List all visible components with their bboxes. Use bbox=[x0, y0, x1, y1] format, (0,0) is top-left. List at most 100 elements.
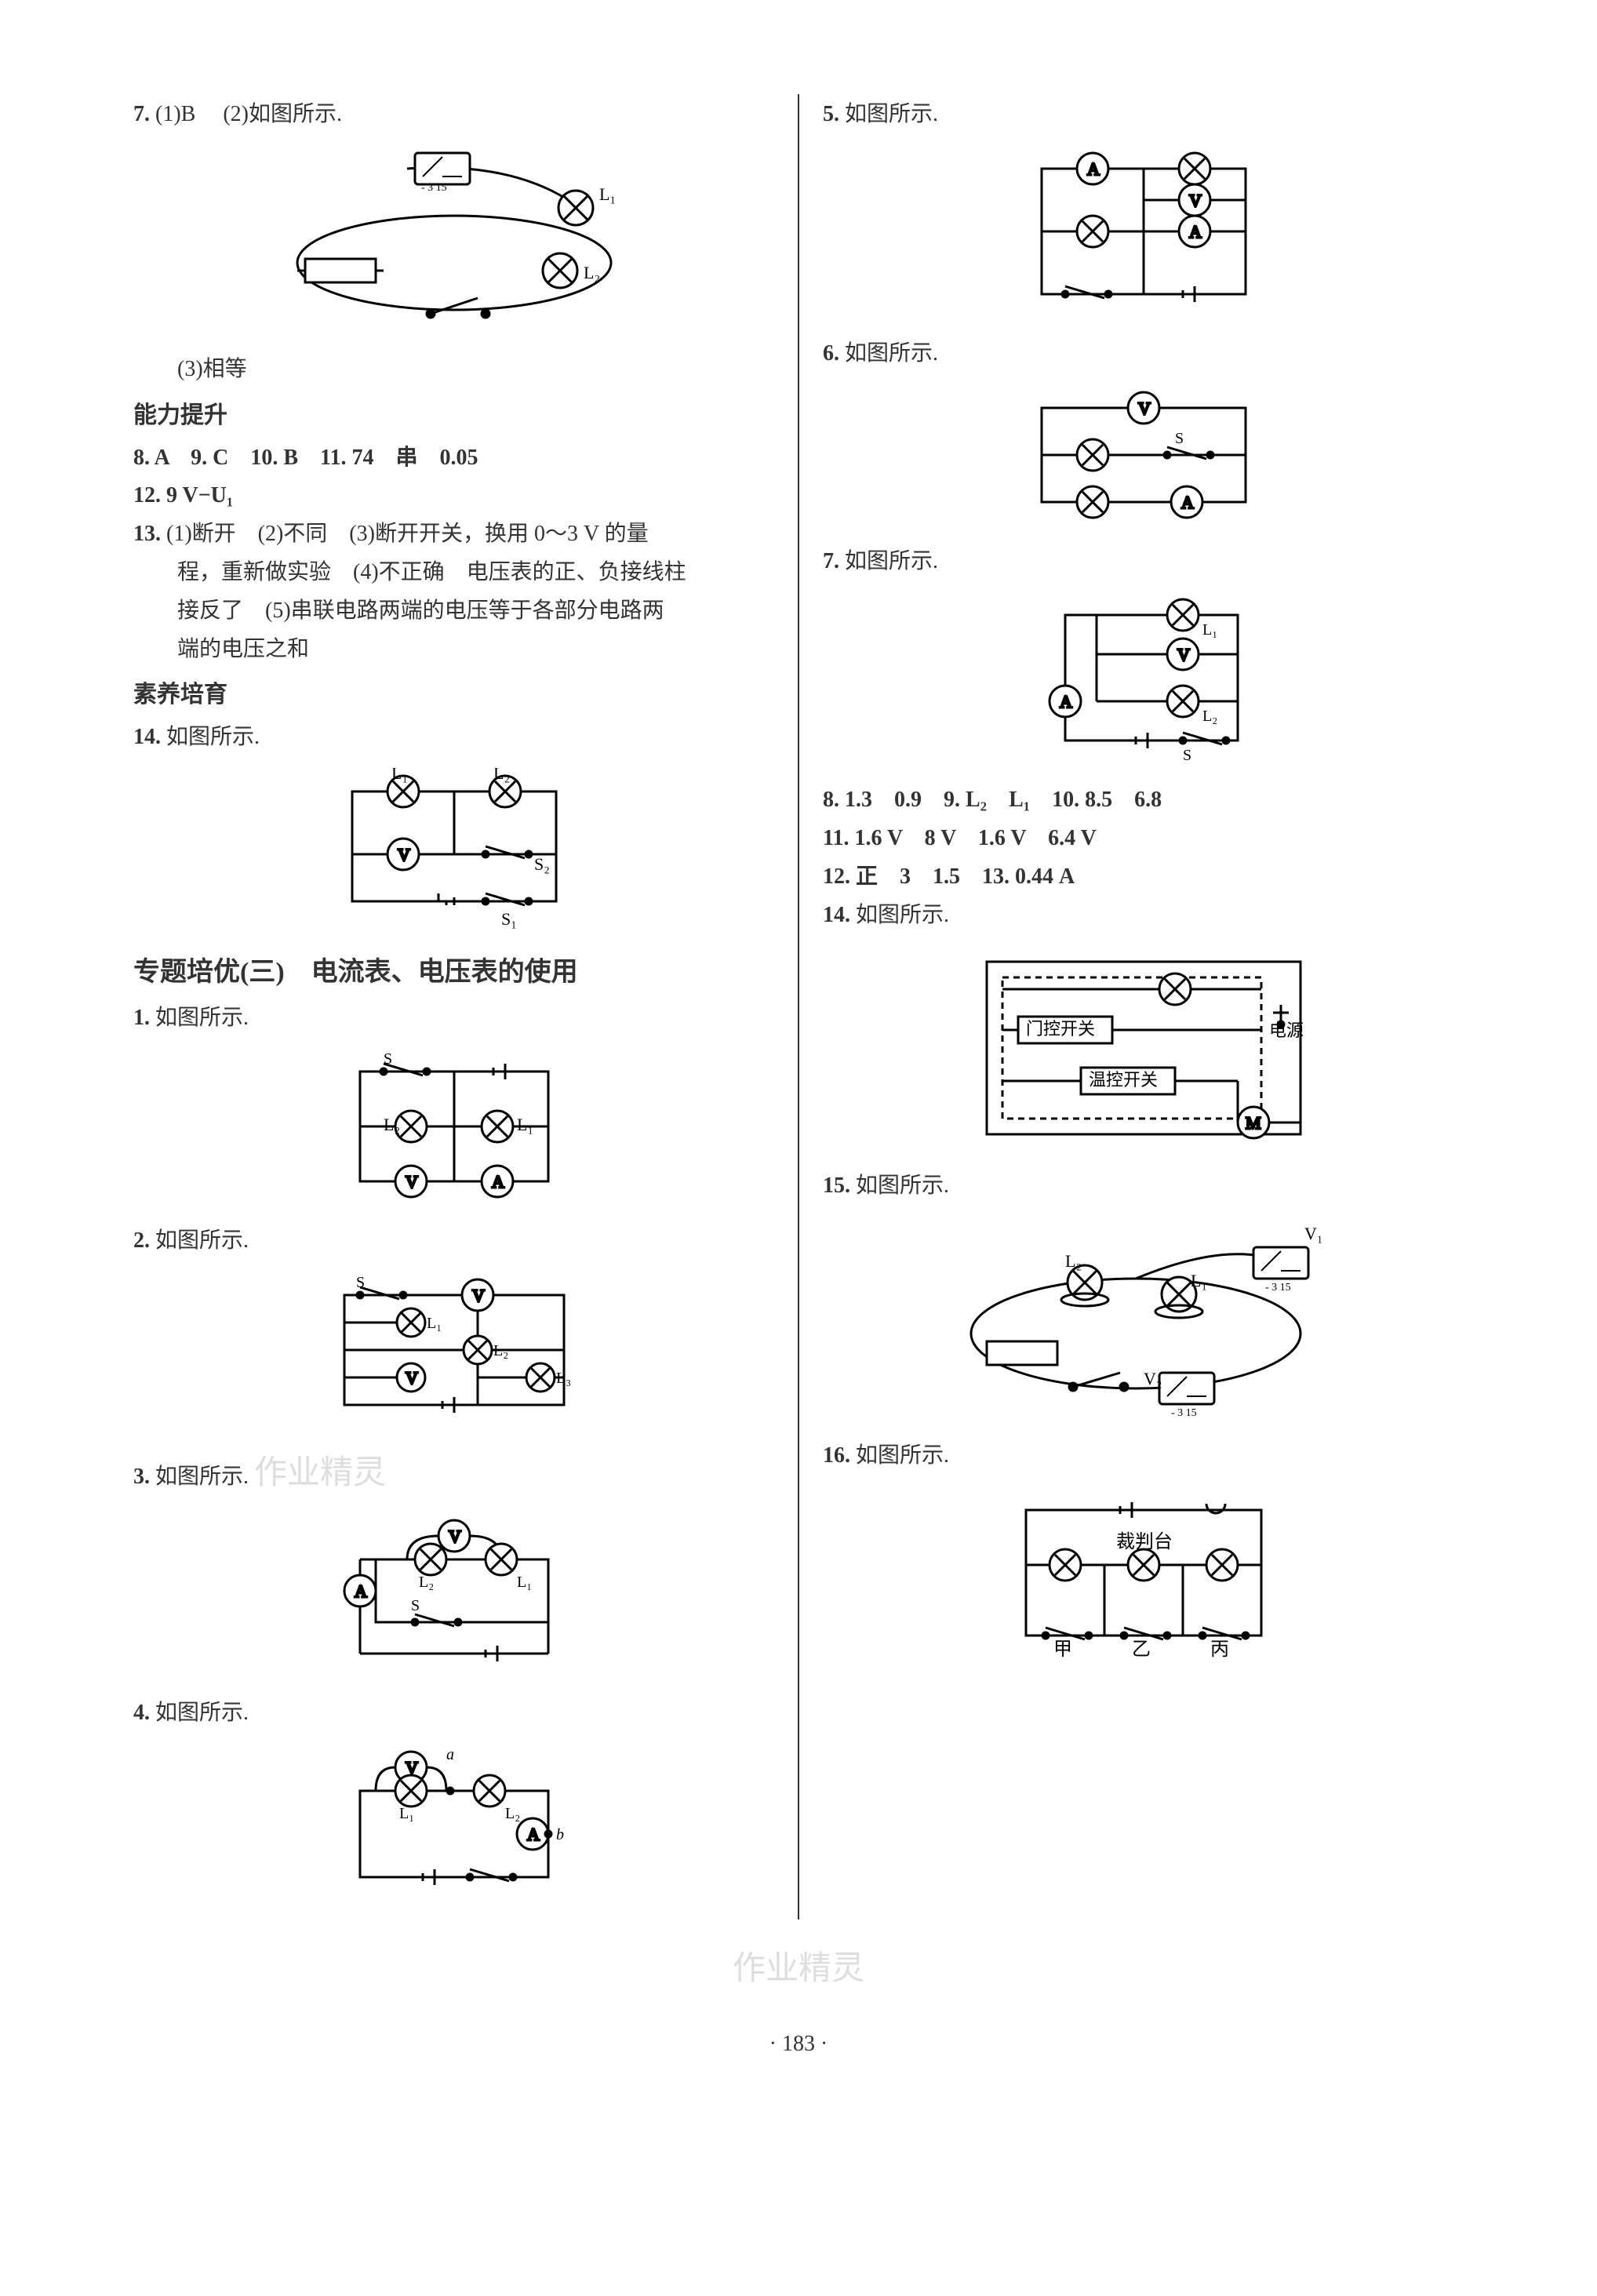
svg-text:V: V bbox=[406, 1172, 418, 1192]
rq7-diagram: V A L₁ L₂ S bbox=[823, 591, 1464, 764]
svg-text:A: A bbox=[1189, 222, 1202, 242]
rq8-10: 8. 1.3 0.9 9. L₂ L₁ 10. 8.5 6.8 bbox=[823, 783, 1464, 818]
cultivate-title: 素养培育 bbox=[133, 676, 774, 714]
rq11: 11. 1.6 V 8 V 1.6 V 6.4 V bbox=[823, 821, 1464, 857]
svg-text:L₁: L₁ bbox=[427, 1315, 442, 1332]
rq7-line: 7. 如图所示. bbox=[823, 544, 1464, 580]
rq12-13: 12. 正 3 1.5 13. 0.44 A bbox=[823, 860, 1464, 895]
svg-text:L₂: L₂ bbox=[419, 1574, 434, 1591]
svg-text:b: b bbox=[556, 1826, 564, 1843]
q7-part2: (2)如图所示. bbox=[223, 102, 342, 126]
svg-text:M: M bbox=[1246, 1113, 1261, 1133]
svg-text:V₂: V₂ bbox=[1144, 1369, 1162, 1388]
q14-num: 14. bbox=[133, 725, 161, 749]
svg-text:L₂: L₂ bbox=[384, 1115, 400, 1134]
svg-text:L₂: L₂ bbox=[493, 1342, 508, 1359]
rq15-num: 15. bbox=[823, 1173, 850, 1198]
tq4-line: 4. 如图所示. bbox=[133, 1696, 774, 1731]
rq14-line: 14. 如图所示. bbox=[823, 898, 1464, 933]
tq2-num: 2. bbox=[133, 1228, 150, 1253]
left-column: 7. (1)B (2)如图所示. bbox=[110, 94, 799, 1919]
svg-text:V: V bbox=[398, 845, 410, 864]
svg-text:L₂: L₂ bbox=[505, 1805, 520, 1822]
q13-text1: (1)断开 (2)不同 (3)断开开关，换用 0～3 V 的量 bbox=[166, 522, 649, 546]
svg-text:S₂: S₂ bbox=[534, 854, 550, 874]
q13-l1: 13. (1)断开 (2)不同 (3)断开开关，换用 0～3 V 的量 bbox=[133, 517, 774, 552]
svg-text:L₁: L₁ bbox=[1191, 1271, 1207, 1290]
svg-text:S: S bbox=[411, 1597, 420, 1614]
rq16-line: 16. 如图所示. bbox=[823, 1439, 1464, 1474]
tq3-text: 如图所示. bbox=[155, 1465, 249, 1489]
rq5-text: 如图所示. bbox=[845, 102, 938, 126]
tq1-num: 1. bbox=[133, 1006, 150, 1030]
topic-title: 专题培优(三) 电流表、电压表的使用 bbox=[133, 952, 774, 994]
svg-text:L₂: L₂ bbox=[1202, 708, 1217, 725]
q13-l3: 接反了 (5)串联电路两端的电压等于各部分电路两 bbox=[133, 594, 774, 629]
svg-text:A: A bbox=[527, 1825, 540, 1844]
svg-text:S₁: S₁ bbox=[501, 909, 517, 929]
svg-text:S: S bbox=[1183, 747, 1191, 764]
svg-text:甲: 甲 bbox=[1053, 1639, 1072, 1659]
svg-text:S: S bbox=[356, 1274, 365, 1291]
q7-part3: (3)相等 bbox=[133, 352, 774, 388]
svg-text:L₁: L₁ bbox=[399, 1805, 414, 1822]
rq6-diagram: V A S bbox=[823, 384, 1464, 526]
tq3-line: 3. 如图所示. 作业精灵 bbox=[133, 1447, 774, 1500]
q14-line: 14. 如图所示. bbox=[133, 720, 774, 755]
ability-title: 能力提升 bbox=[133, 397, 774, 435]
svg-text:L₂: L₂ bbox=[493, 768, 510, 783]
rq5-num: 5. bbox=[823, 102, 839, 126]
svg-text:L₁: L₁ bbox=[517, 1115, 533, 1134]
svg-text:A: A bbox=[355, 1581, 367, 1601]
rq16-num: 16. bbox=[823, 1443, 850, 1468]
svg-text:V: V bbox=[449, 1526, 461, 1546]
tq1-diagram: V A S L₂ L₁ bbox=[133, 1048, 774, 1205]
tq2-line: 2. 如图所示. bbox=[133, 1224, 774, 1259]
rq5-diagram: A V A bbox=[823, 145, 1464, 318]
rq16-diagram: 裁判台 甲 乙 丙 bbox=[823, 1486, 1464, 1659]
q7-diagram: L₁ L₂ - 3 15 bbox=[133, 145, 774, 333]
rq5-line: 5. 如图所示. bbox=[823, 97, 1464, 133]
q13-num: 13. bbox=[133, 522, 161, 546]
rq15-line: 15. 如图所示. bbox=[823, 1169, 1464, 1204]
page-content: 7. (1)B (2)如图所示. bbox=[110, 94, 1487, 1919]
q14-diagram: V L₁ L₂ S₂ S₁ bbox=[133, 768, 774, 933]
svg-text:A: A bbox=[1181, 493, 1194, 512]
svg-text:A: A bbox=[1087, 159, 1100, 179]
q12: 12. 9 V−U₁ bbox=[133, 478, 774, 514]
svg-text:门控开关: 门控开关 bbox=[1026, 1019, 1095, 1039]
svg-text:V: V bbox=[472, 1286, 485, 1305]
page-number: · 183 · bbox=[110, 2027, 1487, 2062]
tq4-num: 4. bbox=[133, 1701, 150, 1725]
svg-text:- 3 15: - 3 15 bbox=[421, 182, 447, 194]
svg-text:L₂: L₂ bbox=[1065, 1251, 1082, 1271]
tq3-diagram: V A L₂ L₁ S bbox=[133, 1512, 774, 1677]
rq6-num: 6. bbox=[823, 341, 839, 366]
rq15-text: 如图所示. bbox=[856, 1173, 949, 1198]
svg-text:L₁: L₁ bbox=[391, 768, 408, 783]
rq6-line: 6. 如图所示. bbox=[823, 337, 1464, 372]
svg-text:V: V bbox=[1177, 645, 1190, 664]
svg-text:A: A bbox=[1060, 692, 1072, 711]
rq15-diagram: L₂ L₁ V₁ V₂ - 3 15 - 3 15 bbox=[823, 1216, 1464, 1420]
right-column: 5. 如图所示. A V A 6. bbox=[799, 94, 1487, 1919]
rq14-num: 14. bbox=[823, 903, 850, 927]
tq3-num: 3. bbox=[133, 1465, 150, 1489]
svg-text:- 3 15: - 3 15 bbox=[1265, 1282, 1291, 1294]
svg-text:L₁: L₁ bbox=[1202, 621, 1217, 639]
tq4-text: 如图所示. bbox=[155, 1701, 249, 1725]
q13-l2: 程，重新做实验 (4)不正确 电压表的正、负接线柱 bbox=[133, 555, 774, 591]
svg-text:V₁: V₁ bbox=[1304, 1224, 1323, 1243]
watermark-1: 作业精灵 bbox=[254, 1455, 386, 1491]
tq1-line: 1. 如图所示. bbox=[133, 1001, 774, 1036]
tq4-diagram: V A a L₁ L₂ b bbox=[133, 1744, 774, 1901]
svg-text:V: V bbox=[1138, 398, 1151, 418]
svg-text:L₂: L₂ bbox=[584, 263, 600, 282]
q13-l4: 端的电压之和 bbox=[133, 632, 774, 668]
q7-part1: (1)B bbox=[155, 102, 195, 126]
svg-text:L₃: L₃ bbox=[556, 1370, 571, 1387]
rq14-text: 如图所示. bbox=[856, 903, 949, 927]
svg-text:L₁: L₁ bbox=[599, 184, 616, 204]
svg-text:V: V bbox=[406, 1368, 418, 1388]
rq14-diagram: M 门控开关 温控开关 电源 bbox=[823, 946, 1464, 1150]
